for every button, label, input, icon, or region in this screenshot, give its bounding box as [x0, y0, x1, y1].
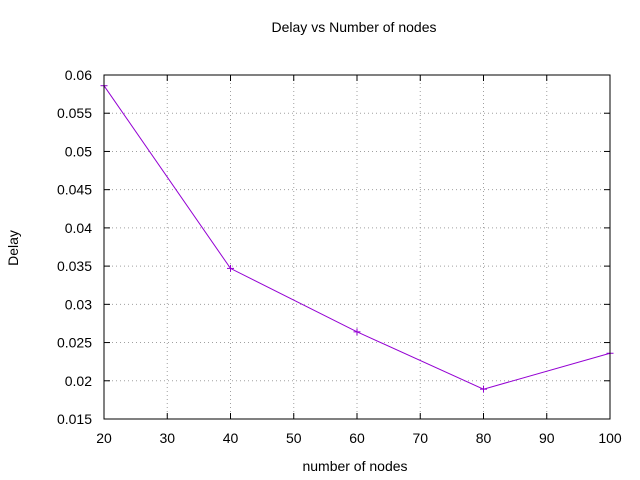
y-tick-labels: 0.015 0.02 0.025 0.03 0.035 0.04 0.045 0.05 0.05…	[57, 67, 92, 427]
y-tick-label: 0.025	[57, 335, 92, 351]
x-tick-label: 90	[539, 430, 555, 446]
x-tick-label: 100	[598, 430, 622, 446]
data-point-marker	[353, 328, 361, 336]
y-tick-label: 0.05	[65, 143, 92, 159]
y-tick-label: 0.045	[57, 182, 92, 198]
plot-frame	[103, 74, 611, 420]
y-tick-label: 0.055	[57, 105, 92, 121]
x-tick-label: 30	[159, 430, 175, 446]
x-tick-label: 80	[476, 430, 492, 446]
data-point-marker	[480, 385, 487, 393]
y-tick-label: 0.03	[65, 296, 92, 312]
x-tick-label: 70	[412, 430, 428, 446]
y-tick-label: 0.06	[65, 67, 92, 83]
x-axis-title: number of nodes	[302, 458, 407, 474]
grid-lines	[104, 75, 610, 419]
y-tick-label: 0.02	[65, 373, 92, 389]
data-point-marker	[227, 264, 234, 272]
y-tick-label: 0.035	[57, 258, 92, 274]
y-tick-label: 0.015	[57, 411, 92, 427]
x-tick-label: 20	[96, 430, 112, 446]
x-tick-label: 60	[349, 430, 365, 446]
x-tick-labels: 20 30 40 50 60 70 80 90 100	[96, 430, 622, 446]
chart-title: Delay vs Number of nodes	[272, 19, 437, 35]
x-tick-label: 50	[286, 430, 302, 446]
x-tick-label: 40	[223, 430, 239, 446]
y-tick-label: 0.04	[65, 220, 92, 236]
series-layer	[100, 82, 614, 393]
y-axis-title: Delay	[5, 230, 21, 266]
